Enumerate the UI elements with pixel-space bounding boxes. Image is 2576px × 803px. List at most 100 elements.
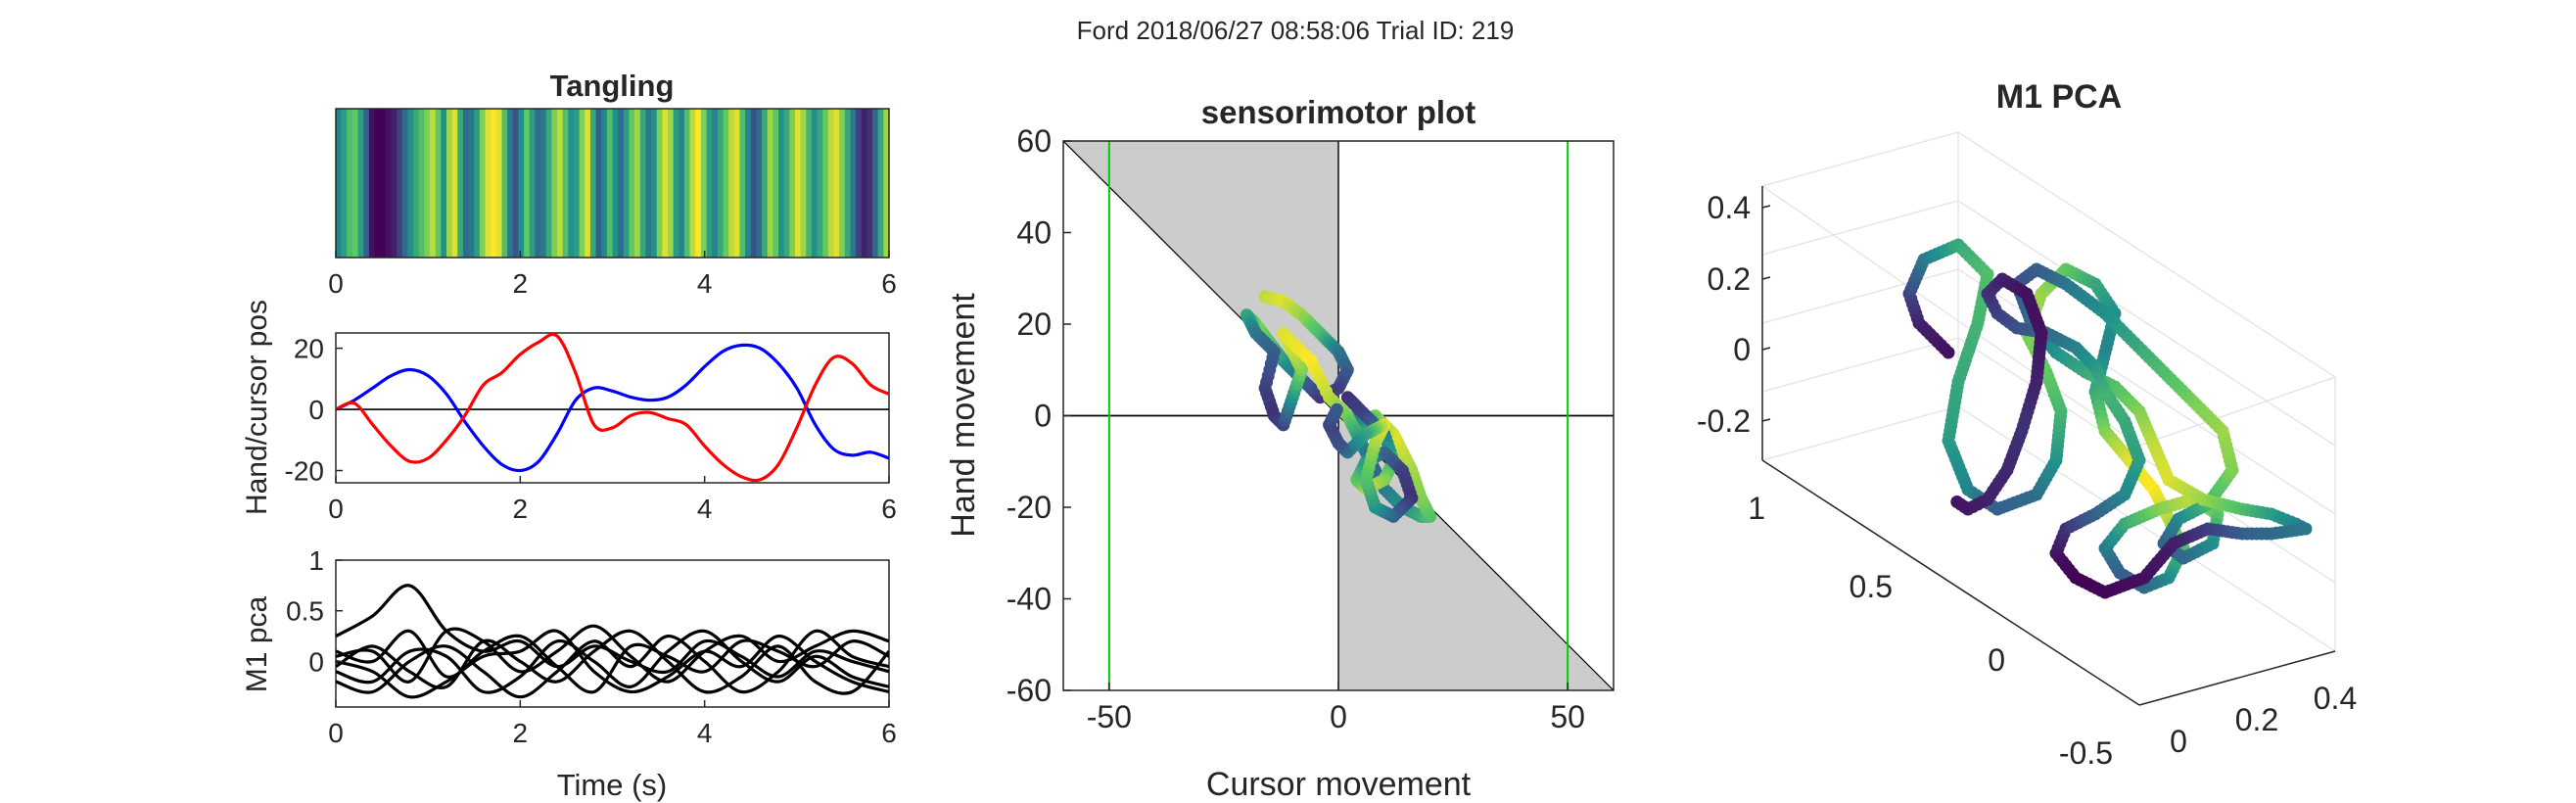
tangling-cell: [579, 109, 585, 258]
tangling-cell: [723, 109, 729, 258]
tangling-cell: [822, 109, 829, 258]
tangling-cell: [407, 109, 414, 258]
tangling-cell: [745, 109, 752, 258]
y-tick-label: -0.5: [2059, 735, 2113, 771]
tangling-cell: [562, 109, 569, 258]
tangling-cell: [385, 109, 393, 258]
tangling-cell: [418, 109, 425, 258]
tangling-cell: [451, 109, 458, 258]
x-tick-label: 4: [697, 494, 713, 524]
tangling-cell: [391, 109, 398, 258]
tangling-cell: [401, 109, 409, 258]
tangling-cell: [495, 109, 503, 258]
x-tick-label: 2: [513, 268, 529, 299]
figure-suptitle: Ford 2018/06/27 08:58:06 Trial ID: 219: [1077, 16, 1515, 45]
tangling-cell: [789, 109, 796, 258]
z-tick-mark: [1761, 347, 1771, 351]
tangling-cell: [540, 109, 547, 258]
tangling-cell: [479, 109, 487, 258]
tangling-cell: [651, 109, 658, 258]
tangling-cell: [839, 109, 846, 258]
y-tick-label: 40: [1016, 215, 1052, 251]
tangling-cell: [462, 109, 470, 258]
tangling-cell: [883, 109, 890, 258]
x-tick-label: 0.2: [2235, 702, 2278, 737]
y-axis-line: [1761, 459, 2140, 706]
tangling-cell: [733, 109, 741, 258]
x-axis-line: [2138, 650, 2336, 706]
tangling-cell: [861, 109, 867, 258]
sensorimotor-xlabel: Cursor movement: [1206, 766, 1472, 803]
tangling-cell: [595, 109, 602, 258]
series-line: [336, 584, 889, 679]
tangling-cell: [357, 109, 364, 258]
tangling-cell: [623, 109, 631, 258]
series-line: [336, 629, 889, 695]
y-tick-label: 0: [1988, 642, 2005, 678]
tangling-cell: [474, 109, 481, 258]
tangling-cell: [368, 109, 376, 258]
tangling-cell: [524, 109, 531, 258]
m1-pca-3d-grid: [1760, 131, 2337, 706]
y-tick-label: 0.5: [286, 596, 324, 627]
tangling-cell: [634, 109, 641, 258]
tangling-cell: [351, 109, 359, 258]
z-tick-mark: [1761, 418, 1771, 422]
x-tick-label: 2: [513, 718, 529, 748]
tangling-cell: [618, 109, 625, 258]
trajectory-point: [1330, 402, 1343, 416]
tangling-cell: [535, 109, 541, 258]
tangling-cell: [601, 109, 608, 258]
tangling-cell: [717, 109, 725, 258]
x-tick-label: 6: [881, 268, 897, 299]
sensorimotor-ticks: -50 0 50 -60 -40 -20 0 20 40 60: [1007, 123, 1585, 734]
x-tick-label: 0: [1330, 699, 1347, 734]
tangling-cell: [545, 109, 552, 258]
tangling-cell: [551, 109, 558, 258]
tangling-cell: [529, 109, 536, 258]
tangling-cell: [336, 109, 343, 258]
x-tick-label: 6: [881, 718, 897, 748]
tangling-cell: [877, 109, 884, 258]
x-tick-label: 50: [1550, 699, 1585, 734]
tangling-cell: [700, 109, 708, 258]
y-tick-label: 1: [1748, 491, 1765, 526]
tangling-x-ticks: 0 2 4 6: [328, 251, 897, 299]
m1-pca-3d-trajectory: [1902, 238, 2313, 599]
x-tick-label: -50: [1087, 699, 1132, 734]
m1-pca-traces-xlabel: Time (s): [557, 768, 668, 802]
m1-pca-3d-title: M1 PCA: [1996, 78, 2122, 116]
z-tick-label: 0.4: [1708, 190, 1751, 225]
tangling-cell: [457, 109, 464, 258]
grid-line: [1761, 200, 1959, 256]
tangling-title: Tangling: [550, 69, 675, 103]
m1-pca-traces-plot-area: [336, 584, 889, 699]
sensorimotor-title: sensorimotor plot: [1201, 94, 1476, 130]
x-tick-label: 0.4: [2314, 681, 2357, 716]
y-tick-label: 20: [1016, 307, 1052, 342]
grid-line: [1957, 337, 2336, 584]
tangling-cell: [557, 109, 564, 258]
z-tick-label: 0.2: [1708, 261, 1751, 297]
x-tick-label: 0: [328, 268, 344, 299]
tangling-cell: [518, 109, 525, 258]
tangling-cell: [662, 109, 669, 258]
tangling-cell: [872, 109, 879, 258]
tangling-cell: [573, 109, 581, 258]
tangling-cell: [679, 109, 685, 258]
tangling-cell: [695, 109, 702, 258]
tangling-cell: [374, 109, 381, 258]
m1-pca-traces-ylabel: M1 pca: [241, 596, 273, 693]
sensorimotor-ylabel: Hand movement: [945, 293, 982, 538]
tangling-cell: [656, 109, 663, 258]
series-line: [336, 624, 889, 684]
y-tick-label: -20: [1007, 490, 1052, 525]
tangling-cell: [430, 109, 437, 258]
series-line: [336, 343, 889, 473]
z-tick-label: 0: [1733, 332, 1751, 367]
tangling-cell: [341, 109, 348, 258]
tangling-cell: [783, 109, 790, 258]
tangling-cell: [833, 109, 840, 258]
tangling-cell: [424, 109, 431, 258]
